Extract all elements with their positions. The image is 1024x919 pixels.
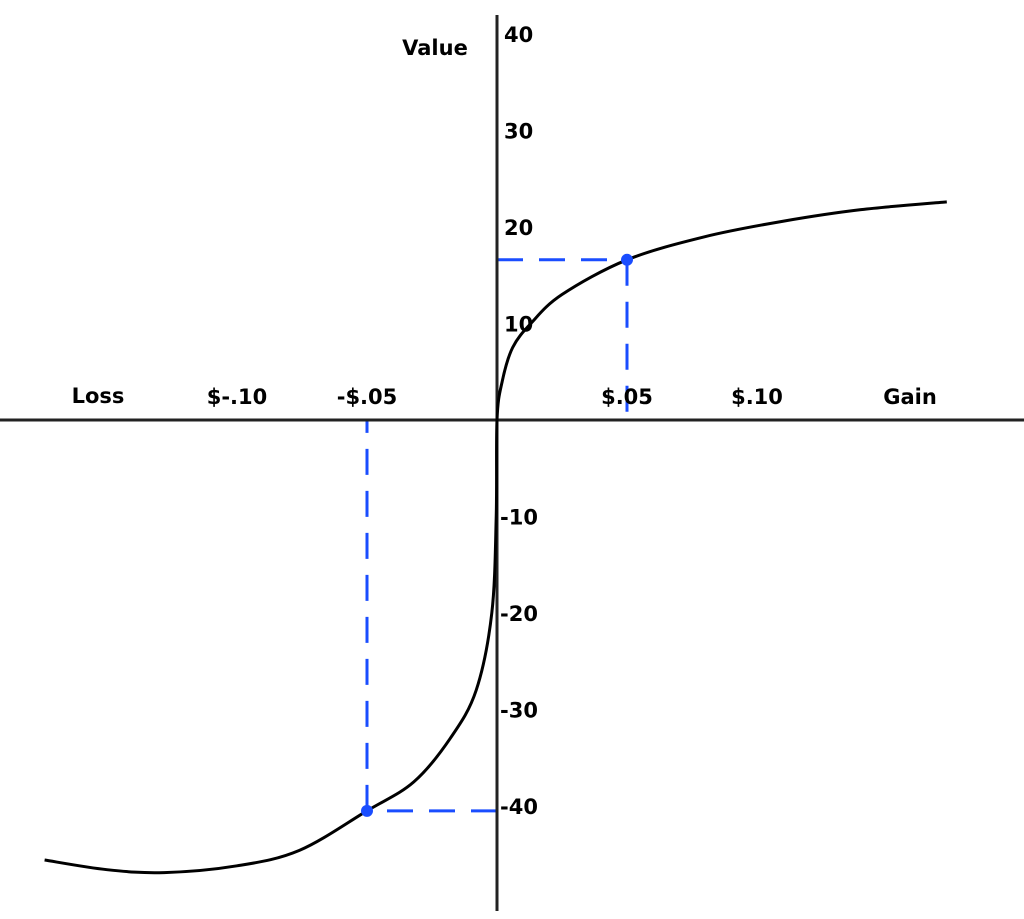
x-tick-label: $.10 xyxy=(731,385,783,409)
highlighted-point xyxy=(361,804,373,817)
y-tick-label: -10 xyxy=(500,506,538,530)
x-tick-label: $-.10 xyxy=(207,385,268,409)
x-tick-label: -$.05 xyxy=(337,385,398,409)
y-axis-label: Value xyxy=(402,36,468,60)
y-tick-label: -20 xyxy=(500,602,538,626)
x-tick-label: $.05 xyxy=(601,385,653,409)
highlighted-point xyxy=(621,253,633,266)
y-tick-label: 40 xyxy=(504,23,533,47)
y-tick-label: 10 xyxy=(504,313,533,337)
y-tick-label: -40 xyxy=(500,795,538,819)
value-curve xyxy=(44,200,947,875)
x-axis-loss-label: Loss xyxy=(72,384,125,408)
y-tick-label: -30 xyxy=(500,699,538,723)
y-tick-label: 30 xyxy=(504,120,533,144)
y-tick-label: 20 xyxy=(504,216,533,240)
x-axis-gain-label: Gain xyxy=(883,385,937,409)
